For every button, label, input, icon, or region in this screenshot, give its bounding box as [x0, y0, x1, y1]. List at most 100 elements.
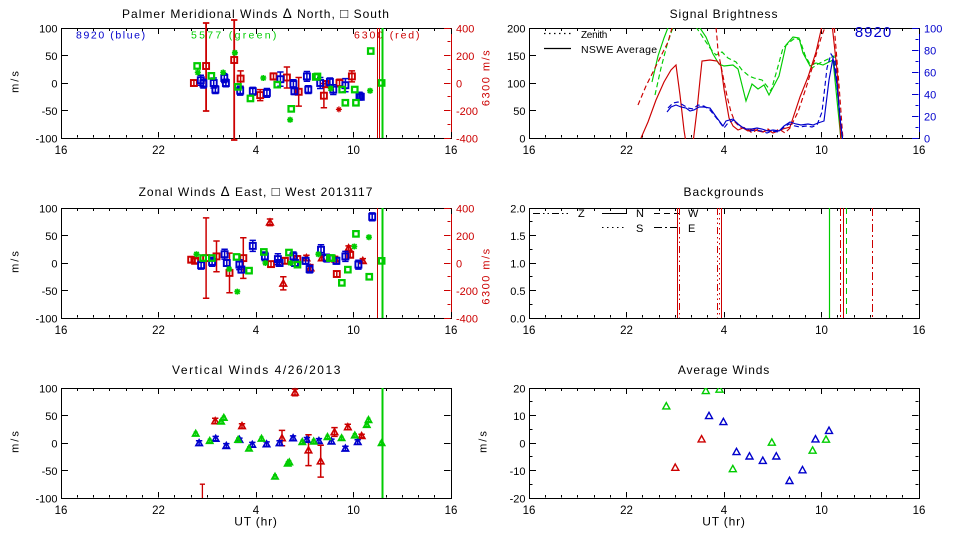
svg-text:0: 0 [519, 134, 525, 146]
svg-text:16: 16 [913, 325, 926, 337]
svg-text:0: 0 [51, 79, 57, 91]
svg-text:-100: -100 [35, 314, 57, 326]
svg-text:1.5: 1.5 [510, 231, 525, 243]
svg-text:200: 200 [456, 51, 474, 63]
svg-text:0: 0 [924, 134, 930, 146]
svg-text:50: 50 [45, 411, 57, 423]
svg-text:-50: -50 [42, 106, 58, 118]
svg-text:2.0: 2.0 [510, 204, 525, 216]
svg-text:16: 16 [445, 325, 458, 337]
svg-text:10: 10 [347, 325, 360, 337]
svg-text:10: 10 [513, 411, 525, 423]
svg-text:0: 0 [519, 439, 525, 451]
svg-text:Vertical Winds 4/26/2013: Vertical Winds 4/26/2013 [172, 363, 342, 377]
svg-text:100: 100 [924, 24, 942, 36]
svg-text:6300 m/s: 6300 m/s [481, 49, 493, 106]
svg-text:m/s: m/s [10, 69, 22, 93]
svg-text:8920: 8920 [855, 24, 892, 41]
svg-text:400: 400 [456, 24, 474, 36]
svg-text:4: 4 [721, 325, 728, 337]
svg-text:-400: -400 [456, 314, 478, 326]
svg-text:m/s: m/s [10, 429, 22, 453]
svg-text:Backgrounds: Backgrounds [683, 185, 764, 199]
svg-text:0: 0 [51, 259, 57, 271]
svg-text:-20: -20 [510, 494, 526, 506]
svg-text:Palmer Meridional Winds Δ Nort: Palmer Meridional Winds Δ North, □ South [122, 6, 390, 21]
svg-text:1.0: 1.0 [510, 259, 525, 271]
svg-text:16: 16 [523, 505, 536, 517]
svg-text:10: 10 [815, 325, 828, 337]
svg-text:200: 200 [507, 24, 525, 36]
svg-text:10: 10 [815, 505, 828, 517]
svg-text:22: 22 [152, 145, 165, 157]
svg-text:E: E [688, 223, 695, 235]
svg-text:50: 50 [45, 51, 57, 63]
svg-text:-100: -100 [35, 494, 57, 506]
svg-text:16: 16 [445, 145, 458, 157]
svg-text:Signal Brightness: Signal Brightness [670, 7, 779, 21]
svg-text:4: 4 [721, 505, 728, 517]
svg-text:-400: -400 [456, 134, 478, 146]
svg-text:80: 80 [924, 46, 936, 58]
svg-text:16: 16 [55, 145, 68, 157]
svg-text:S: S [636, 223, 643, 235]
svg-text:50: 50 [513, 106, 525, 118]
svg-text:16: 16 [445, 505, 458, 517]
svg-text:Zenith: Zenith [581, 30, 607, 41]
svg-text:10: 10 [347, 505, 360, 517]
svg-text:0: 0 [456, 259, 462, 271]
svg-text:0.0: 0.0 [510, 314, 525, 326]
svg-text:0: 0 [456, 79, 462, 91]
svg-text:22: 22 [152, 505, 165, 517]
svg-text:16: 16 [55, 325, 68, 337]
svg-text:400: 400 [456, 204, 474, 216]
svg-text:-50: -50 [42, 466, 58, 478]
svg-text:22: 22 [620, 505, 633, 517]
svg-text:Zonal Winds Δ East, □ West 201: Zonal Winds Δ East, □ West 2013117 [139, 184, 374, 199]
svg-text:4: 4 [253, 505, 260, 517]
svg-text:-100: -100 [35, 134, 57, 146]
svg-text:4: 4 [253, 145, 260, 157]
svg-text:60: 60 [924, 68, 936, 80]
svg-text:22: 22 [152, 325, 165, 337]
svg-text:-200: -200 [456, 286, 478, 298]
svg-text:100: 100 [39, 204, 57, 216]
svg-text:0.5: 0.5 [510, 286, 525, 298]
svg-text:16: 16 [523, 325, 536, 337]
svg-text:4: 4 [253, 325, 260, 337]
svg-text:150: 150 [507, 51, 525, 63]
svg-text:22: 22 [620, 325, 633, 337]
svg-text:4: 4 [721, 145, 728, 157]
svg-text:NSWE Average: NSWE Average [581, 44, 657, 56]
svg-text:200: 200 [456, 231, 474, 243]
svg-text:10: 10 [347, 145, 360, 157]
svg-text:m/s: m/s [478, 429, 490, 453]
svg-text:40: 40 [924, 90, 936, 102]
svg-text:100: 100 [507, 79, 525, 91]
svg-text:Z: Z [578, 208, 585, 220]
svg-text:m/s: m/s [10, 249, 22, 273]
svg-text:10: 10 [815, 145, 828, 157]
svg-text:16: 16 [913, 145, 926, 157]
svg-text:100: 100 [39, 384, 57, 396]
svg-text:0: 0 [51, 439, 57, 451]
svg-text:20: 20 [513, 384, 525, 396]
svg-text:16: 16 [913, 505, 926, 517]
svg-text:8920 (blue): 8920 (blue) [76, 30, 147, 42]
svg-text:50: 50 [45, 231, 57, 243]
svg-text:-10: -10 [510, 466, 526, 478]
svg-text:16: 16 [55, 505, 68, 517]
svg-text:W: W [688, 208, 699, 220]
svg-text:N: N [636, 208, 644, 220]
svg-text:100: 100 [39, 24, 57, 36]
svg-text:-200: -200 [456, 106, 478, 118]
svg-text:UT (hr): UT (hr) [702, 515, 745, 529]
svg-text:16: 16 [523, 145, 536, 157]
svg-text:6300 (red): 6300 (red) [354, 30, 421, 42]
svg-text:-50: -50 [42, 286, 58, 298]
svg-text:22: 22 [620, 145, 633, 157]
svg-text:20: 20 [924, 112, 936, 124]
svg-text:6300 m/s: 6300 m/s [481, 247, 493, 304]
svg-text:Average Winds: Average Winds [678, 363, 770, 377]
svg-text:UT (hr): UT (hr) [234, 515, 277, 529]
